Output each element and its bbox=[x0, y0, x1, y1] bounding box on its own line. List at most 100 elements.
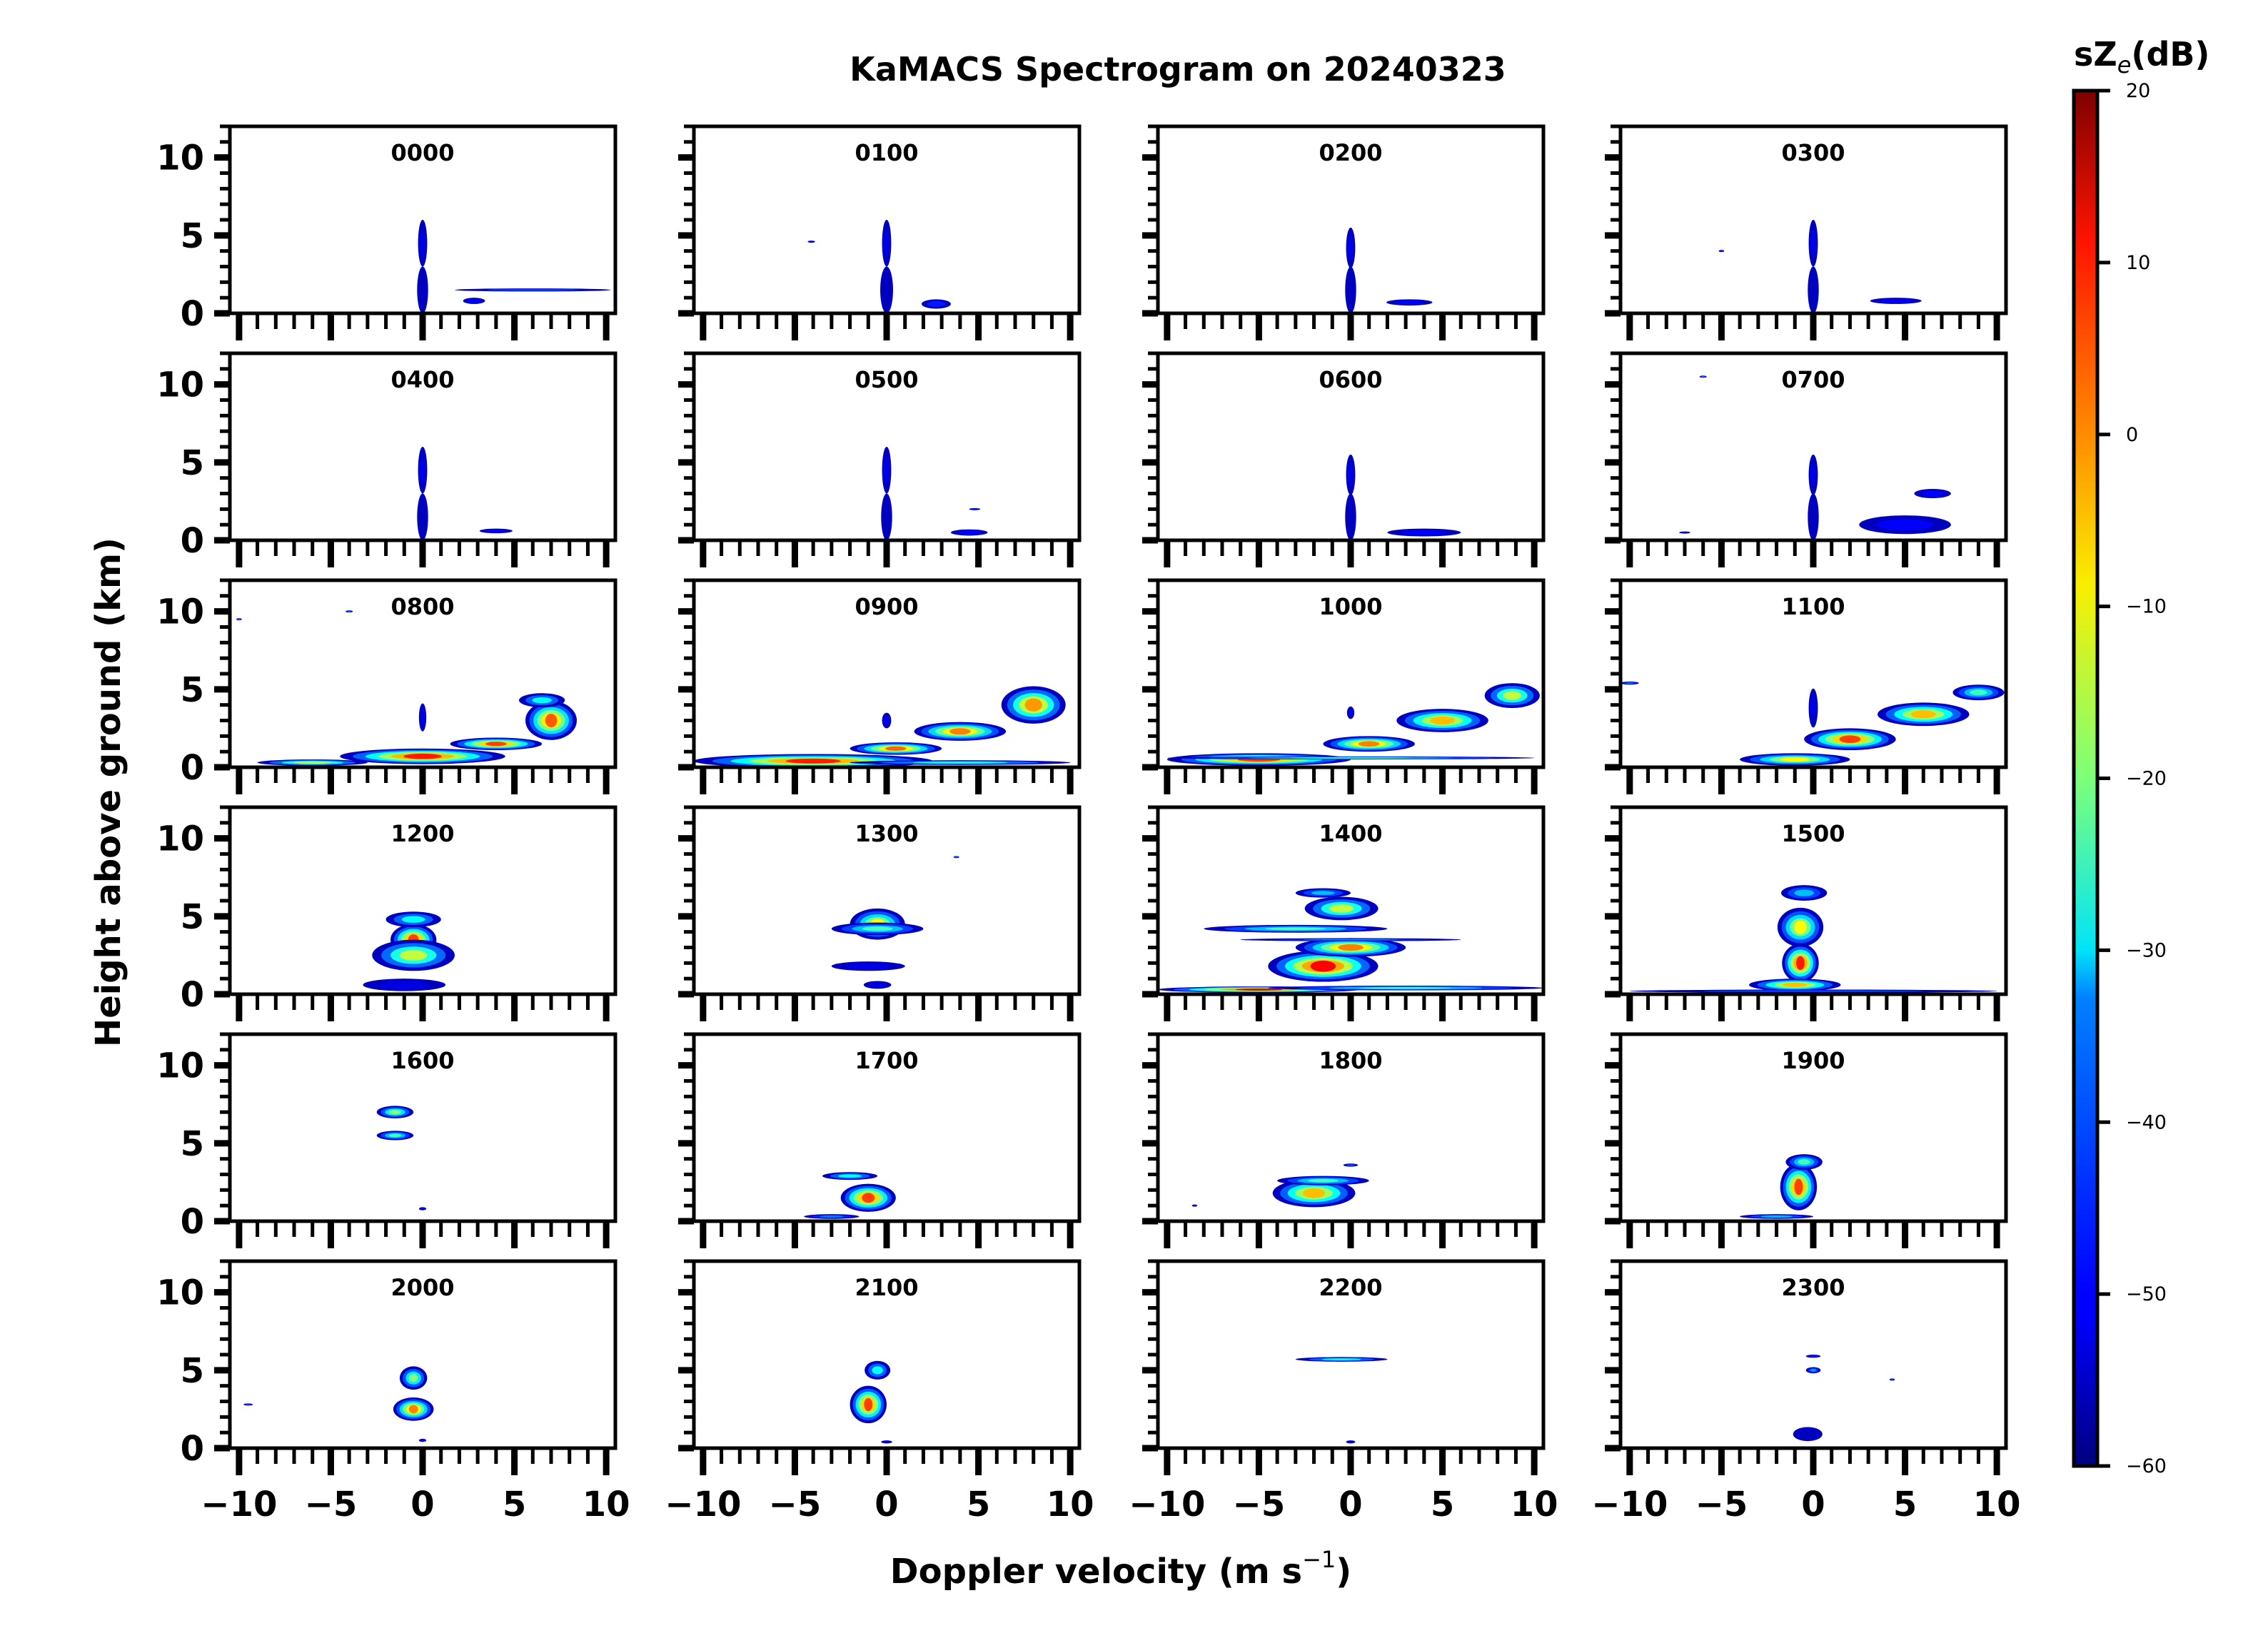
echo-contour bbox=[420, 229, 425, 258]
colorbar-tick-label: −60 bbox=[2126, 1455, 2167, 1477]
echo-1700-1 bbox=[822, 1172, 878, 1180]
panel-2200: 2200 −10 −5 0 5 10 bbox=[1129, 1259, 1558, 1525]
panel-label: 2000 bbox=[390, 1274, 454, 1301]
echo-contour bbox=[1348, 462, 1354, 487]
echo-layer bbox=[1345, 454, 1461, 540]
echo-2000-0 bbox=[393, 1397, 434, 1421]
x-tick-label: −10 bbox=[665, 1485, 741, 1525]
echo-1500-1 bbox=[1777, 907, 1824, 947]
echo-1400-2 bbox=[1204, 924, 1388, 933]
echo-contour bbox=[872, 1366, 883, 1375]
echo-2300-3 bbox=[1889, 1378, 1895, 1381]
echo-contour bbox=[1839, 735, 1861, 744]
echo-contour bbox=[1810, 696, 1816, 720]
echo-2300-1 bbox=[1805, 1367, 1821, 1374]
echo-0500-2 bbox=[969, 507, 981, 510]
echo-contour bbox=[294, 761, 331, 764]
echo-1000-4 bbox=[1166, 756, 1535, 760]
echo-contour bbox=[1880, 298, 1912, 303]
echo-contour bbox=[420, 1439, 425, 1442]
echo-0600-0 bbox=[1345, 493, 1356, 540]
echo-1100-3 bbox=[1952, 684, 2005, 701]
echo-1300-4 bbox=[953, 856, 959, 859]
x-tick-label: −10 bbox=[201, 1485, 277, 1525]
echo-1000-2 bbox=[1396, 709, 1488, 732]
echo-contour bbox=[1348, 1440, 1354, 1443]
echo-2000-3 bbox=[243, 1403, 253, 1406]
x-axis-label-exponent: −1 bbox=[1302, 1546, 1336, 1573]
echo-contour bbox=[838, 1174, 862, 1178]
echo-1000-5 bbox=[1346, 706, 1355, 719]
echo-0800-2 bbox=[525, 701, 577, 740]
echo-contour bbox=[1808, 266, 1819, 313]
echo-0900-1 bbox=[850, 742, 942, 755]
echo-contour bbox=[862, 1193, 875, 1203]
echo-1100-0 bbox=[1740, 753, 1850, 766]
echo-0700-4 bbox=[1699, 375, 1707, 378]
echo-0000-0 bbox=[417, 266, 428, 313]
echo-contour bbox=[532, 697, 552, 704]
panel-label: 1900 bbox=[1781, 1047, 1845, 1074]
echo-contour bbox=[1890, 1379, 1894, 1380]
panel-1100: 1100 bbox=[1605, 578, 2008, 794]
echo-0200-0 bbox=[1345, 266, 1356, 313]
echo-layer bbox=[807, 220, 951, 313]
panel-1500: 1500 bbox=[1605, 805, 2008, 1021]
echo-contour bbox=[820, 1215, 844, 1218]
x-axis-label: Doppler velocity (m s−1) bbox=[890, 1546, 1351, 1592]
echo-0800-6 bbox=[346, 610, 353, 613]
echo-0400-1 bbox=[418, 447, 428, 494]
x-tick-label: 10 bbox=[1511, 1485, 1558, 1525]
echo-contour bbox=[1345, 493, 1356, 540]
panel-2000: 2000 0 5 10 −10 −5 0 5 10 bbox=[156, 1259, 630, 1525]
echo-0900-3 bbox=[1001, 686, 1066, 724]
echo-2000-1 bbox=[399, 1366, 428, 1390]
echo-contour bbox=[1303, 939, 1398, 941]
panel-0300: 0300 bbox=[1605, 124, 2008, 340]
panel-0600: 0600 bbox=[1142, 351, 1546, 567]
y-tick-label: 0 bbox=[181, 748, 204, 788]
echo-0900-5 bbox=[882, 712, 892, 729]
panel-label: 2100 bbox=[855, 1274, 918, 1301]
echo-contour bbox=[846, 963, 891, 969]
echo-contour bbox=[408, 1374, 418, 1382]
echo-0500-1 bbox=[882, 447, 892, 494]
echo-2200-1 bbox=[1346, 1440, 1356, 1444]
echo-contour bbox=[1780, 757, 1810, 762]
echo-contour bbox=[1265, 927, 1326, 931]
echo-contour bbox=[955, 856, 958, 858]
echo-0100-2 bbox=[921, 299, 951, 309]
echo-contour bbox=[958, 530, 981, 535]
colorbar-label-unit: (dB) bbox=[2131, 35, 2209, 74]
echo-0800-0 bbox=[340, 748, 505, 764]
y-tick-label: 0 bbox=[181, 521, 204, 561]
panel-2100: 2100 −10 −5 0 5 10 bbox=[665, 1259, 1094, 1525]
panel-1800: 1800 bbox=[1142, 1032, 1546, 1248]
echo-1900-2 bbox=[1740, 1214, 1814, 1219]
echo-contour bbox=[1703, 990, 1924, 992]
echo-contour bbox=[1302, 1188, 1326, 1198]
x-tick-label: 0 bbox=[410, 1485, 434, 1525]
echo-1500-4 bbox=[1629, 989, 1997, 993]
echo-1000-3 bbox=[1484, 683, 1540, 709]
echo-contour bbox=[1359, 987, 1452, 989]
echo-layer bbox=[1166, 683, 1540, 766]
echo-contour bbox=[467, 298, 481, 303]
panel-1600: 1600 0 5 10 bbox=[156, 1032, 618, 1248]
echo-contour bbox=[1358, 741, 1380, 747]
echo-0800-7 bbox=[236, 618, 242, 621]
echo-1500-2 bbox=[1781, 885, 1828, 901]
colorbar-label: sZe(dB) bbox=[2074, 35, 2209, 79]
panel-0500: 0500 bbox=[678, 351, 1082, 567]
panel-label: 0600 bbox=[1319, 366, 1382, 393]
echo-contour bbox=[420, 1208, 425, 1210]
panel-1200: 1200 0 5 10 bbox=[156, 805, 618, 1021]
echo-contour bbox=[1310, 961, 1336, 972]
echo-2100-2 bbox=[881, 1440, 892, 1444]
y-tick-label: 5 bbox=[181, 1351, 204, 1391]
echo-contour bbox=[1626, 682, 1634, 684]
panel-label: 1200 bbox=[390, 820, 454, 847]
panel-label: 1600 bbox=[390, 1047, 454, 1074]
echo-layer bbox=[850, 1360, 892, 1444]
